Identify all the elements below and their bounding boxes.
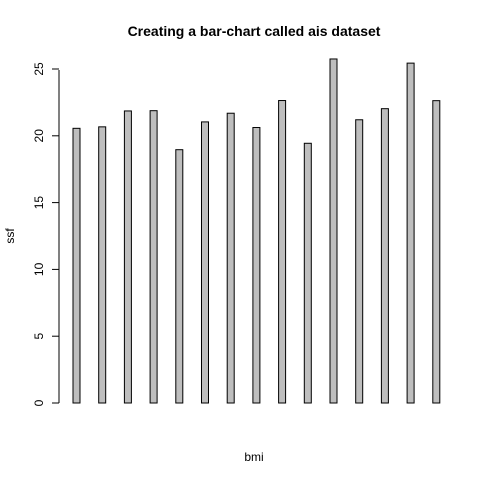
chart-title: Creating a bar-chart called ais dataset xyxy=(128,23,381,39)
bar-13 xyxy=(380,108,389,404)
bar-8 xyxy=(252,127,261,404)
bar-12 xyxy=(355,119,364,404)
y-tick-label-0: 0 xyxy=(32,399,46,406)
bar-15 xyxy=(432,100,441,404)
bar-11 xyxy=(329,58,338,404)
bar-3 xyxy=(123,110,132,404)
y-tick-label-5: 5 xyxy=(32,333,46,340)
y-tick-label-20: 20 xyxy=(32,129,46,143)
bar-9 xyxy=(278,100,287,404)
bar-7 xyxy=(226,112,235,404)
y-tick-label-25: 25 xyxy=(32,62,46,76)
bar-4 xyxy=(149,110,158,404)
bar-5 xyxy=(175,149,184,404)
bar-6 xyxy=(201,121,209,404)
bar-2 xyxy=(98,126,107,404)
x-axis-label: bmi xyxy=(244,450,263,464)
bar-10 xyxy=(303,142,312,404)
bar-14 xyxy=(406,62,415,404)
bar-1 xyxy=(72,127,81,404)
y-tick-label-15: 15 xyxy=(32,196,46,210)
bars-group xyxy=(72,58,441,404)
y-axis-label: ssf xyxy=(3,228,17,244)
y-axis-ticks: 0 5 10 15 20 25 xyxy=(32,62,59,406)
y-tick-label-10: 10 xyxy=(32,262,46,276)
